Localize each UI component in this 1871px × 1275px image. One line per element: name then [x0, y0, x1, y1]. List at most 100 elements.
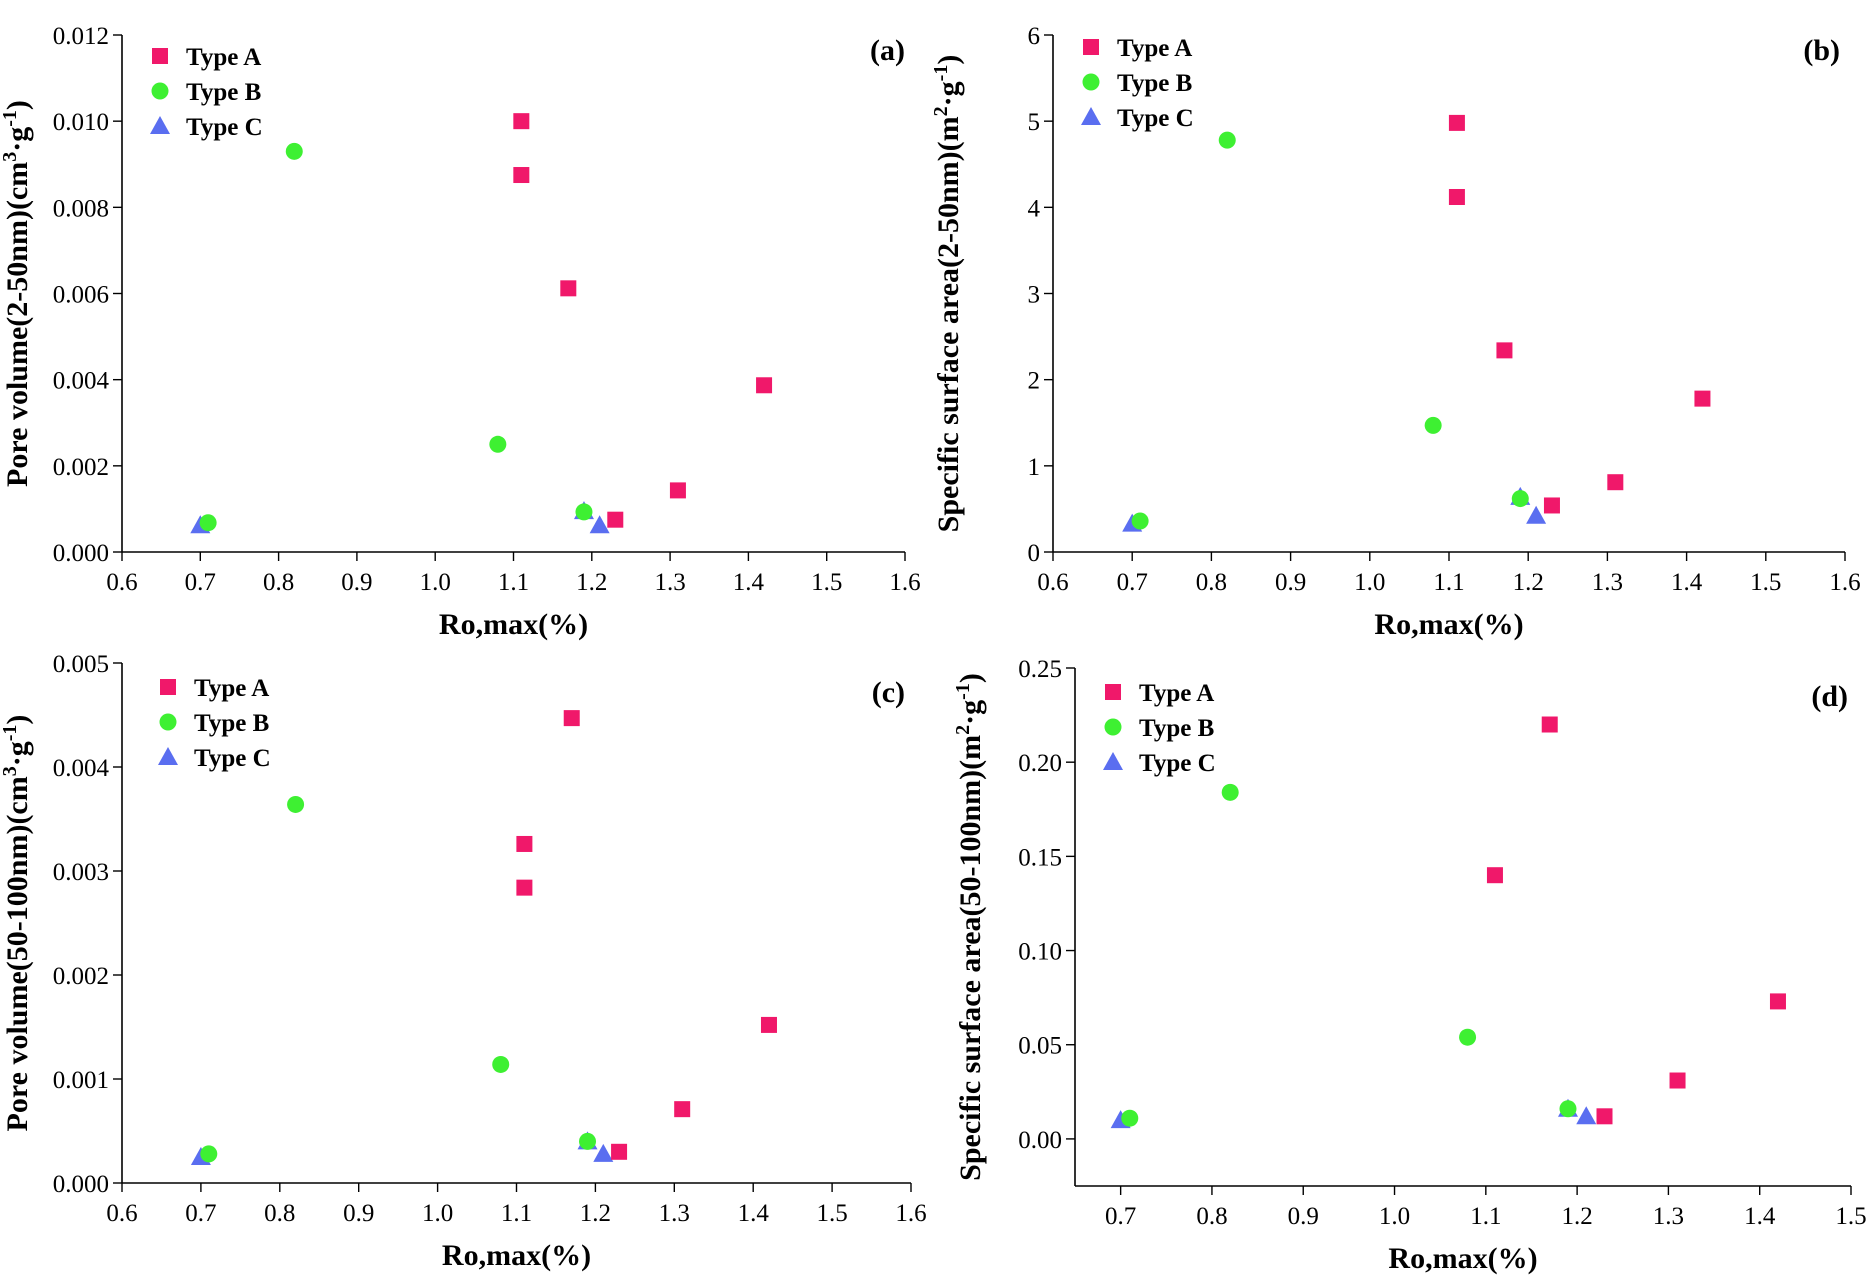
legend: Type A Type B Type C [150, 44, 263, 141]
x-tick-label: 1.3 [1653, 1203, 1684, 1230]
legend-label: Type B [194, 710, 269, 737]
y-tick-label: 4 [1028, 195, 1041, 222]
data-point-type-a [516, 835, 533, 852]
data-point-type-a [1596, 1108, 1613, 1125]
x-tick-label: 1.4 [1744, 1203, 1776, 1230]
y-tick-label: 2 [1028, 368, 1041, 395]
legend-label: Type C [1117, 105, 1194, 132]
data-point-type-a [516, 879, 533, 896]
panel-label: (a) [870, 34, 905, 67]
y-tick-label: 0.005 [53, 651, 109, 678]
y-tick-label: 0 [1028, 540, 1041, 567]
data-point-type-a [611, 1143, 628, 1160]
chart-panel-d: 0.7 0.8 0.9 1.0 1.1 1.2 1.3 1.4 1.5 0.00 0.05 0.10 0… [952, 656, 1867, 1275]
y-tick-label: 0.004 [53, 368, 110, 395]
data-point-type-b [489, 435, 507, 453]
x-tick-label: 1.1 [498, 569, 529, 596]
x-tick-label: 0.6 [106, 1200, 137, 1227]
legend-label: Type A [1117, 35, 1192, 62]
data-point-type-a [669, 482, 686, 499]
data-point-type-b [1218, 131, 1236, 149]
y-tick-label: 0.006 [53, 282, 109, 309]
data-point-type-b [492, 1055, 510, 1073]
x-axis-label: Ro,max(%) [439, 608, 588, 641]
legend-marker-type-a [1105, 684, 1121, 700]
x-tick-label: 0.7 [185, 569, 216, 596]
x-tick-label: 1.4 [738, 1200, 770, 1227]
data-point-type-a [1448, 188, 1465, 205]
data-point-type-b [1221, 783, 1239, 801]
y-tick-label: 0.00 [1018, 1127, 1062, 1154]
data-point-type-a [1496, 342, 1513, 359]
data-point-type-a [756, 377, 773, 394]
legend-label: Type A [1139, 680, 1214, 707]
x-tick-label: 1.2 [1513, 569, 1544, 596]
data-point-type-b [1459, 1028, 1477, 1046]
x-tick-label: 1.0 [422, 1200, 453, 1227]
legend-marker-type-b [159, 713, 177, 731]
data-point-type-b [1559, 1100, 1577, 1118]
y-tick-label: 6 [1028, 23, 1041, 50]
legend-marker-type-b [1082, 73, 1100, 91]
data-point-type-a [760, 1016, 777, 1033]
panel-label: (d) [1811, 680, 1848, 713]
y-tick-label: 0.004 [53, 755, 110, 782]
y-tick-label: 0.000 [53, 540, 109, 567]
data-point-type-b [1511, 490, 1529, 508]
legend: Type A Type B Type C [1081, 35, 1194, 132]
data-point-type-a [607, 511, 624, 528]
x-tick-label: 0.9 [1275, 569, 1306, 596]
y-tick-label: 0.10 [1018, 939, 1062, 966]
legend-label: Type A [194, 675, 269, 702]
data-point-type-c [1526, 505, 1547, 524]
x-tick-label: 1.0 [420, 569, 451, 596]
y-tick-label: 0.002 [53, 454, 109, 481]
x-tick-label: 0.6 [106, 569, 137, 596]
data-point-type-b [579, 1132, 597, 1150]
x-tick-label: 1.1 [1470, 1203, 1501, 1230]
data-point-type-c [593, 1143, 614, 1162]
x-tick-label: 0.9 [1288, 1203, 1319, 1230]
x-tick-label: 0.8 [1196, 569, 1227, 596]
x-axis-label: Ro,max(%) [442, 1239, 591, 1272]
data-point-type-a [563, 710, 580, 727]
y-tick-label: 0.000 [53, 1171, 109, 1198]
x-tick-label: 0.8 [264, 1200, 295, 1227]
x-tick-label: 0.8 [263, 569, 294, 596]
x-tick-label: 1.5 [1835, 1203, 1866, 1230]
x-tick-label: 1.5 [811, 569, 842, 596]
data-point-type-a [1769, 993, 1786, 1010]
x-tick-label: 0.9 [341, 569, 372, 596]
data-point-type-a [1486, 867, 1503, 884]
data-point-type-b [575, 503, 593, 521]
data-point-type-b [287, 795, 305, 813]
y-axis-label: Specific surface area(2-50nm)(m2·g-1) [930, 55, 965, 533]
data-point-type-b [200, 1145, 218, 1163]
x-tick-label: 1.5 [816, 1200, 847, 1227]
x-axis-label: Ro,max(%) [1388, 1242, 1537, 1275]
data-point-type-a [1541, 716, 1558, 733]
x-tick-label: 1.4 [733, 569, 765, 596]
legend-label: Type B [1139, 715, 1214, 742]
x-tick-label: 0.6 [1037, 569, 1068, 596]
legend-marker-type-b [1104, 718, 1122, 736]
x-tick-label: 1.6 [1829, 569, 1860, 596]
y-tick-label: 0.15 [1018, 844, 1062, 871]
y-tick-label: 0.003 [53, 859, 109, 886]
y-tick-label: 0.20 [1018, 750, 1062, 777]
x-tick-label: 1.2 [1561, 1203, 1592, 1230]
y-tick-label: 0.001 [53, 1067, 109, 1094]
data-point-type-c [589, 515, 610, 534]
y-axis-label: Pore volume(2-50nm)(cm3·g-1) [0, 100, 34, 487]
chart-panel-b: 0.6 0.7 0.8 0.9 1.0 1.1 1.2 1.3 1.4 1.5 1.6 0 1 2 3 4 5 6… [930, 23, 1861, 641]
y-tick-label: 0.002 [53, 963, 109, 990]
legend: Type A Type B Type C [158, 675, 271, 772]
x-tick-label: 0.7 [185, 1200, 216, 1227]
x-tick-label: 1.1 [1433, 569, 1464, 596]
x-tick-label: 1.6 [889, 569, 920, 596]
data-point-type-b [1424, 416, 1442, 434]
data-point-type-a [560, 280, 577, 297]
y-tick-label: 0.05 [1018, 1033, 1062, 1060]
y-tick-label: 1 [1028, 454, 1041, 481]
legend-marker-type-c [1081, 107, 1101, 125]
